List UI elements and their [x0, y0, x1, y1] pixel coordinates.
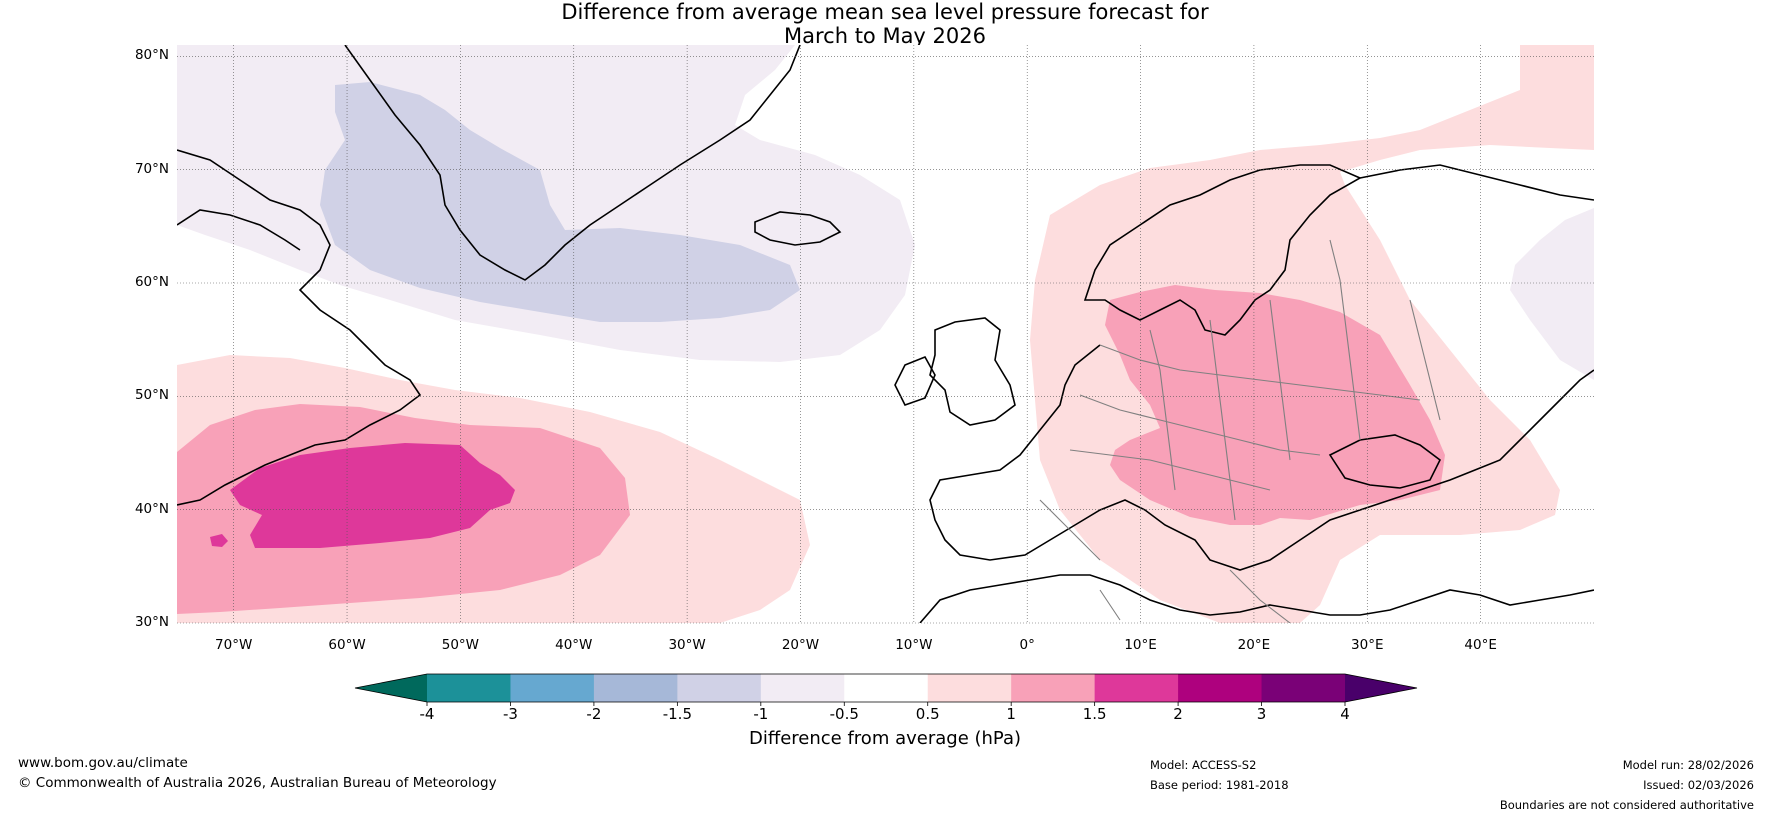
lat-label: 60°N	[134, 274, 169, 290]
colorbar-tick-label: -1	[753, 705, 769, 723]
coast-iceland	[754, 211, 842, 246]
border-line-10	[1099, 589, 1121, 621]
border-line-9	[1039, 499, 1101, 561]
lon-label: 20°E	[1237, 637, 1271, 653]
lon-label: 60°W	[328, 637, 366, 653]
lon-label: 20°W	[781, 637, 820, 653]
colorbar-tick-label: -1.5	[662, 705, 692, 723]
border-line-4	[1149, 329, 1176, 491]
lon-label: 50°W	[441, 637, 480, 653]
colorbar-tick-label: 1	[1006, 705, 1016, 723]
coastlines	[177, 45, 1594, 623]
lon-label: 10°W	[895, 637, 933, 653]
colorbar-tick-label: 1.5	[1082, 705, 1107, 723]
chart-title: Difference from average mean sea level p…	[0, 0, 1770, 48]
colorbar-segment	[1178, 674, 1263, 702]
lon-label: 0°	[1019, 637, 1035, 653]
lat-label: 80°N	[134, 47, 169, 64]
anomaly-region-pos-1_5-to-2-small	[210, 534, 228, 547]
colorbar-segment	[844, 674, 929, 702]
coast-north-africa	[919, 574, 1594, 623]
colorbar-segment	[927, 674, 1012, 702]
coast-baffin	[177, 209, 301, 251]
coast-black-sea	[1328, 434, 1442, 489]
footer-website: www.bom.gov.au/climate	[18, 755, 188, 771]
colorbar-tick-label: 0.5	[915, 705, 940, 723]
anomaly-region-pos-1-to-1_5-europe	[1105, 285, 1445, 525]
colorbar-segment	[1261, 674, 1346, 702]
anomaly-region-neg-0_5-to-1-east	[1510, 208, 1594, 380]
colorbar-tick-label: 2	[1173, 705, 1183, 723]
colorbar-extend-low	[355, 674, 427, 702]
footer-copyright: © Commonwealth of Australia 2026, Austra…	[18, 775, 497, 791]
anomaly-field	[177, 45, 1594, 623]
footer-disclaimer: Boundaries are not considered authoritat…	[1499, 798, 1754, 812]
country-borders	[1039, 239, 1441, 623]
lat-label: 50°N	[134, 387, 169, 404]
colorbar-tick-label: -4	[419, 705, 435, 723]
footer-base-period: Base period: 1981-2018	[1150, 778, 1289, 792]
colorbar-segment	[510, 674, 595, 702]
footer-issued: Issued: 02/03/2026	[1643, 778, 1754, 792]
colorbar-segment	[1011, 674, 1096, 702]
colorbar-segment	[677, 674, 762, 702]
graticule	[177, 45, 1594, 624]
lat-label: 30°N	[134, 614, 169, 630]
border-line-3	[1069, 449, 1271, 491]
colorbar-tick-label: -3	[502, 705, 518, 723]
border-line-2	[1079, 394, 1321, 456]
colorbar-tick-label: 3	[1256, 705, 1267, 723]
border-line-5	[1209, 319, 1236, 521]
lon-label: 30°W	[668, 637, 706, 653]
lon-label: 70°W	[215, 637, 253, 653]
lon-label: 30°E	[1351, 637, 1384, 653]
colorbar-extend-high	[1345, 674, 1417, 702]
colorbar-label: Difference from average (hPa)	[748, 728, 1022, 749]
lat-label: 70°N	[134, 160, 169, 177]
footer-model: Model: ACCESS-S2	[1150, 758, 1257, 772]
colorbar-segment	[760, 674, 845, 702]
coast-labrador	[177, 149, 422, 506]
border-line-6	[1269, 299, 1291, 461]
colorbar-segment	[1094, 674, 1179, 702]
coast-ireland	[894, 355, 936, 406]
lon-label: 10°E	[1124, 637, 1157, 653]
title-line-1: Difference from average mean sea level p…	[561, 0, 1209, 24]
border-line-7	[1329, 239, 1361, 441]
border-line-11	[1229, 569, 1291, 623]
anomaly-region-pos-1_5-to-2-atlantic	[230, 443, 515, 548]
coast-greenland	[344, 45, 801, 281]
border-line-1	[1099, 344, 1421, 401]
coast-british-isles	[929, 317, 1016, 426]
coast-europe-west	[929, 344, 1594, 571]
lat-label: 40°N	[134, 500, 169, 517]
anomaly-region-neg-1-to-1_5-greenland	[320, 82, 800, 322]
colorbar-tick-label: -2	[586, 705, 602, 723]
colorbar-tick-label: 4	[1340, 705, 1350, 723]
coast-scandinavia	[1083, 164, 1362, 336]
colorbar-tick-label: -0.5	[829, 705, 859, 723]
colorbar-segment	[593, 674, 678, 702]
lon-label: 40°E	[1464, 637, 1497, 653]
footer-model-run: Model run: 28/02/2026	[1622, 758, 1754, 772]
colorbar	[354, 673, 1418, 706]
title-line-2: March to May 2026	[784, 24, 986, 48]
border-line-8	[1409, 299, 1441, 421]
colorbar-segment	[427, 674, 511, 702]
lon-label: 40°W	[555, 637, 593, 653]
coast-russia-north	[1359, 164, 1594, 201]
